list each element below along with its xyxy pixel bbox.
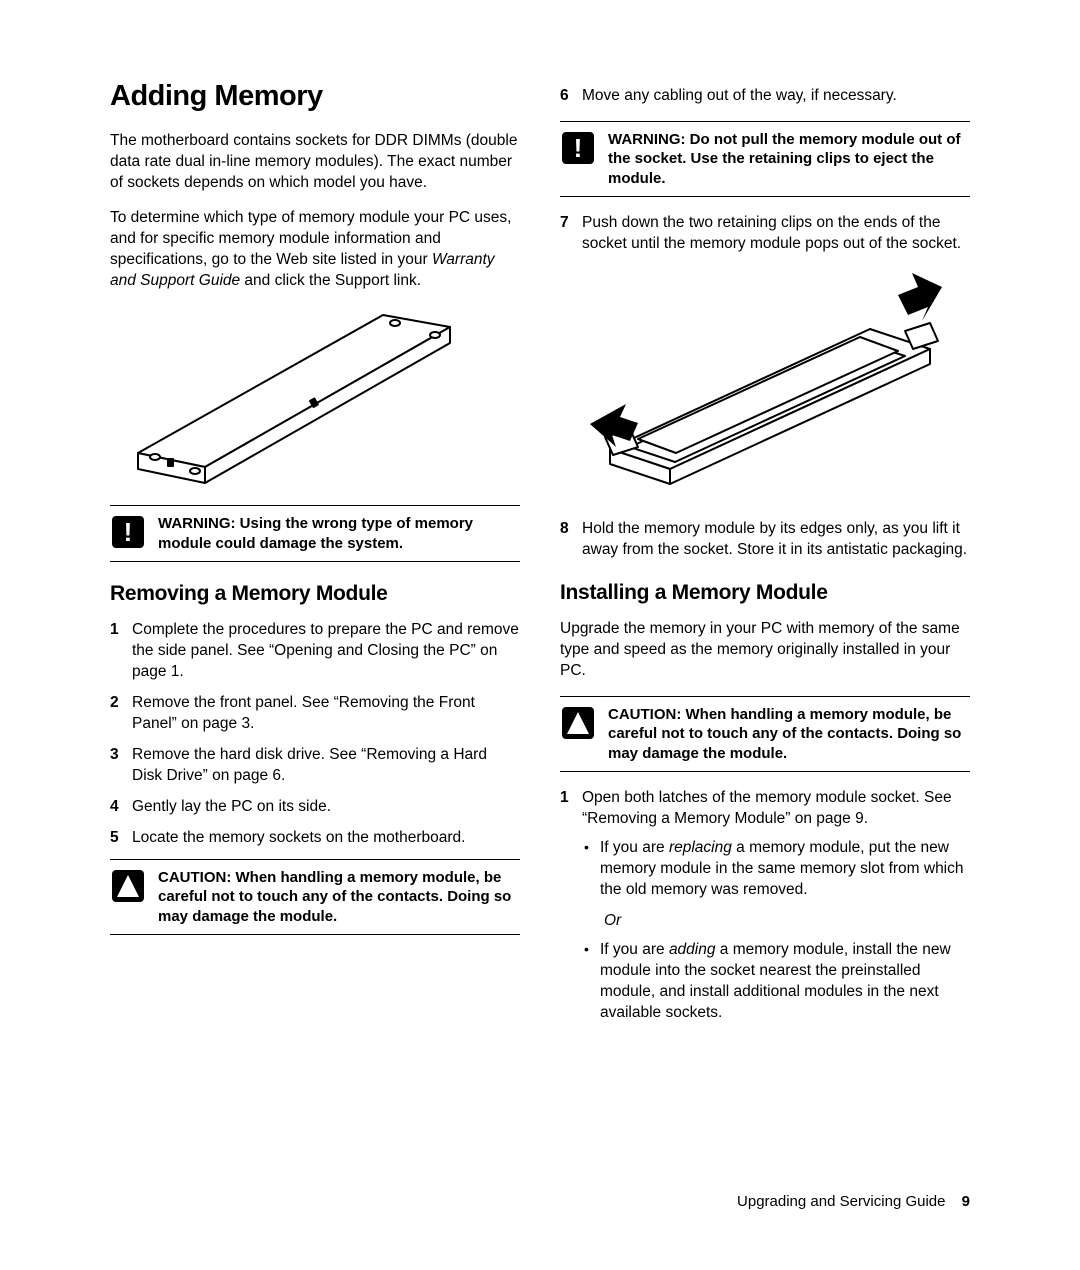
remove-step-3: Remove the hard disk drive. See “Removin… (110, 745, 520, 787)
remove-step-7: 7 Push down the two retaining clips on t… (560, 213, 970, 255)
warning-label: WARNING: (158, 515, 240, 532)
remove-step-6: 6 Move any cabling out of the way, if ne… (560, 86, 970, 107)
right-column: 6 Move any cabling out of the way, if ne… (560, 80, 970, 1034)
caution-label: CAUTION: (608, 706, 686, 723)
caution-label: CAUTION: (158, 869, 236, 886)
install-bullet-add: If you are adding a memory module, insta… (582, 940, 970, 1024)
footer-page-number: 9 (962, 1193, 970, 1210)
install-step-1-text: Open both latches of the memory module s… (582, 789, 952, 827)
b1-italic: replacing (669, 839, 732, 856)
step7-number: 7 (560, 213, 569, 234)
intro-p2-post: and click the Support link. (240, 272, 421, 289)
install-step-1: Open both latches of the memory module s… (560, 788, 970, 1023)
warning-text: WARNING: Using the wrong type of memory … (158, 514, 520, 553)
warning-do-not-pull: ! WARNING: Do not pull the memory module… (560, 121, 970, 198)
heading-removing-module: Removing a Memory Module (110, 582, 520, 606)
caution-handling-module-1: CAUTION: When handling a memory module, … (110, 859, 520, 936)
warning-icon: ! (110, 514, 146, 550)
warning-wrong-memory: ! WARNING: Using the wrong type of memor… (110, 505, 520, 562)
step6-number: 6 (560, 86, 569, 107)
caution-text: CAUTION: When handling a memory module, … (608, 705, 970, 764)
b2-italic: adding (669, 941, 716, 958)
caution-handling-module-2: CAUTION: When handling a memory module, … (560, 696, 970, 773)
figure-memory-module (110, 305, 520, 485)
warning-label: WARNING: (608, 131, 690, 148)
remove-step-4: Gently lay the PC on its side. (110, 797, 520, 818)
install-bullet-replace: If you are replacing a memory module, pu… (582, 838, 970, 901)
install-steps-list: Open both latches of the memory module s… (560, 788, 970, 1023)
warning-text: WARNING: Do not pull the memory module o… (608, 130, 970, 189)
heading-installing-module: Installing a Memory Module (560, 581, 970, 605)
or-text: Or (604, 911, 970, 932)
page-content: Adding Memory The motherboard contains s… (110, 80, 970, 1034)
b1-pre: If you are (600, 839, 669, 856)
left-column: Adding Memory The motherboard contains s… (110, 80, 520, 1034)
install-bullets-2: If you are adding a memory module, insta… (582, 940, 970, 1024)
remove-step-8: 8 Hold the memory module by its edges on… (560, 519, 970, 561)
step8-number: 8 (560, 519, 569, 540)
caution-icon (560, 705, 596, 741)
svg-text:!: ! (574, 133, 583, 163)
figure-release-clips (560, 269, 970, 499)
remove-steps-list: Complete the procedures to prepare the P… (110, 620, 520, 848)
remove-step-2: Remove the front panel. See “Removing th… (110, 693, 520, 735)
remove-step-1: Complete the procedures to prepare the P… (110, 620, 520, 683)
heading-adding-memory: Adding Memory (110, 80, 520, 113)
caution-text: CAUTION: When handling a memory module, … (158, 868, 520, 927)
install-bullets: If you are replacing a memory module, pu… (582, 838, 970, 901)
step6-text: Move any cabling out of the way, if nece… (582, 87, 897, 104)
remove-step-5: Locate the memory sockets on the motherb… (110, 828, 520, 849)
install-intro: Upgrade the memory in your PC with memor… (560, 619, 970, 682)
b2-pre: If you are (600, 941, 669, 958)
step8-text: Hold the memory module by its edges only… (582, 520, 967, 558)
intro-paragraph-1: The motherboard contains sockets for DDR… (110, 131, 520, 194)
page-footer: Upgrading and Servicing Guide 9 (737, 1193, 970, 1210)
intro-paragraph-2: To determine which type of memory module… (110, 208, 520, 292)
caution-icon (110, 868, 146, 904)
svg-text:!: ! (124, 517, 133, 547)
footer-title: Upgrading and Servicing Guide (737, 1193, 945, 1210)
step7-text: Push down the two retaining clips on the… (582, 214, 961, 252)
warning-icon: ! (560, 130, 596, 166)
